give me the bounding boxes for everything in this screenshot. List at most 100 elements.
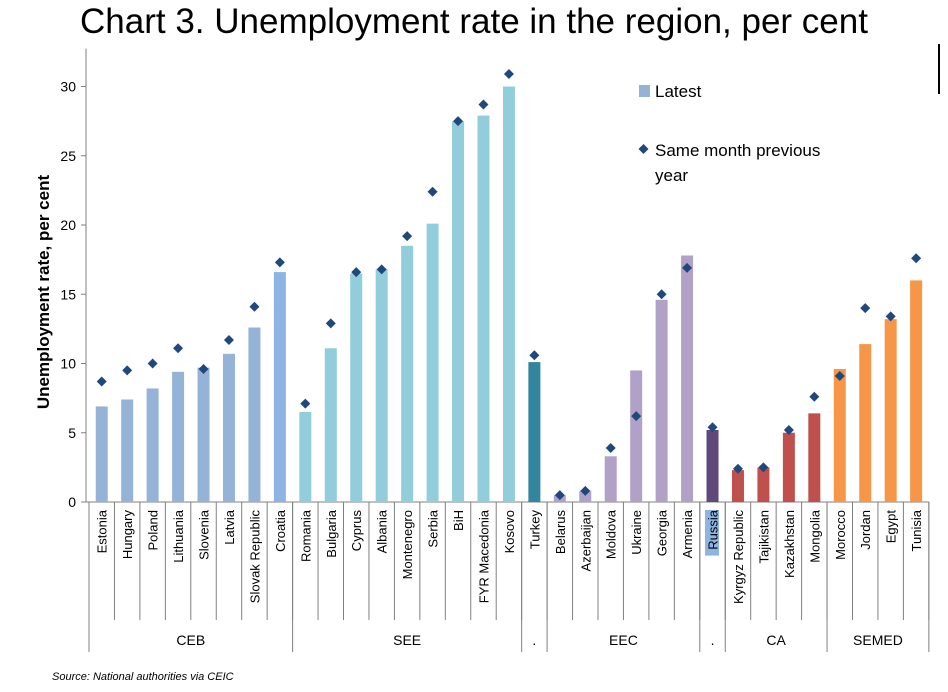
marker-tajikistan [758,462,769,473]
category-label-bulgaria: Bulgaria [324,509,339,557]
y-tick-label-0: 0 [68,494,76,510]
group-label-5: CA [766,632,786,648]
category-label-kazakhstan: Kazakhstan [782,510,797,578]
category-label-hungary: Hungary [120,510,135,560]
category-label-albania: Albania [375,509,390,553]
category-label-lithuania: Lithuania [171,509,186,563]
legend: Latest Same month previous year [638,82,820,185]
marker-belarus [554,490,565,501]
bar-cyprus [350,273,363,502]
category-label-belarus: Belarus [553,510,568,555]
marker-croatia [274,257,285,268]
category-label-kosovo: Kosovo [502,510,517,553]
marker-hungary [122,365,133,376]
category-label-tunisia: Tunisia [909,509,924,551]
y-tick-label-5: 5 [68,425,76,441]
bar-montenegro [401,245,414,502]
bar-kosovo [502,86,515,502]
category-label-russia: Russia [706,509,721,550]
legend-previous-marker [638,144,649,154]
labels-layer: CEB SEE. EEC. CA SEMED Estonia Hungary Poland Li… [95,509,924,648]
bar-mongolia [808,413,821,502]
marker-albania [376,264,387,275]
marker-fyr-macedonia [478,99,489,110]
markers-layer [96,69,922,501]
axes-layer: 0 5 10 15 20 25 30 [60,48,930,652]
category-label-tajikistan: Tajikistan [756,510,771,563]
marker-jordan [860,303,871,314]
marker-slovenia [198,364,209,375]
category-label-morocco: Morocco [833,510,848,560]
bar-turkey [528,362,541,502]
category-label-slovak-republic: Slovak Republic [247,510,262,604]
bar-armenia [681,255,694,502]
marker-estonia [96,376,107,387]
marker-poland [147,358,158,369]
bar-ukraine [630,370,643,502]
group-label-6: SEMED [853,632,903,648]
bar-russia [706,429,719,502]
y-tick-label-20: 20 [60,217,76,233]
bar-jordan [859,344,872,502]
edge-line [938,44,940,94]
bar-egypt [884,319,897,502]
marker-moldova [605,442,616,453]
bar-azerbaijan [579,490,592,502]
marker-azerbaijan [580,485,591,496]
legend-previous-label-line2: year [655,166,688,185]
bar-bulgaria [324,348,337,502]
bar-moldova [604,456,617,502]
bar-albania [375,269,388,502]
category-label-jordan: Jordan [858,510,873,550]
bar-slovenia [197,367,210,502]
bar-lithuania [172,371,185,502]
bar-georgia [655,299,668,502]
bar-serbia [426,223,439,503]
marker-egypt [885,311,896,322]
category-label-turkey: Turkey [527,510,542,550]
marker-ukraine [631,411,642,422]
category-label-mongolia: Mongolia [807,509,822,563]
bar-romania [299,411,312,502]
bar-hungary [121,399,134,502]
marker-bulgaria [325,318,336,329]
marker-mongolia [809,391,820,402]
group-label-1: SEE [393,632,421,648]
category-label-egypt: Egypt [884,510,899,544]
chart-title: Chart 3. Unemployment rate in the region… [80,2,868,41]
bar-croatia [273,272,286,502]
marker-lithuania [173,343,184,354]
bar-poland [146,388,159,502]
category-label-serbia: Serbia [426,509,441,547]
marker-kazakhstan [783,424,794,435]
group-label-0: CEB [176,632,205,648]
legend-latest-swatch [639,85,650,97]
marker-kyrgyz-republic [732,463,743,474]
marker-morocco [834,370,845,381]
marker-bih [453,116,464,127]
category-label-slovenia: Slovenia [197,509,212,560]
y-tick-label-30: 30 [60,79,76,95]
marker-russia [707,422,718,433]
category-label-romania: Romania [298,509,313,562]
bar-fyr-macedonia [477,115,490,503]
y-tick-label-15: 15 [60,286,76,302]
bar-kazakhstan [782,432,795,502]
category-label-ukraine: Ukraine [629,510,644,555]
category-label-armenia: Armenia [680,509,695,558]
marker-georgia [656,289,667,300]
bar-tajikistan [757,467,770,502]
marker-romania [300,398,311,409]
marker-armenia [682,262,693,273]
marker-cyprus [351,267,362,278]
marker-turkey [529,350,540,361]
marker-slovak-republic [249,301,260,312]
marker-tunisia [911,253,922,264]
marker-kosovo [503,69,514,80]
y-tick-label-25: 25 [60,148,76,164]
bar-estonia [95,406,108,502]
bar-kyrgyz-republic [731,470,744,502]
legend-previous-label-line1: Same month previous [655,141,820,160]
marker-serbia [427,186,438,197]
